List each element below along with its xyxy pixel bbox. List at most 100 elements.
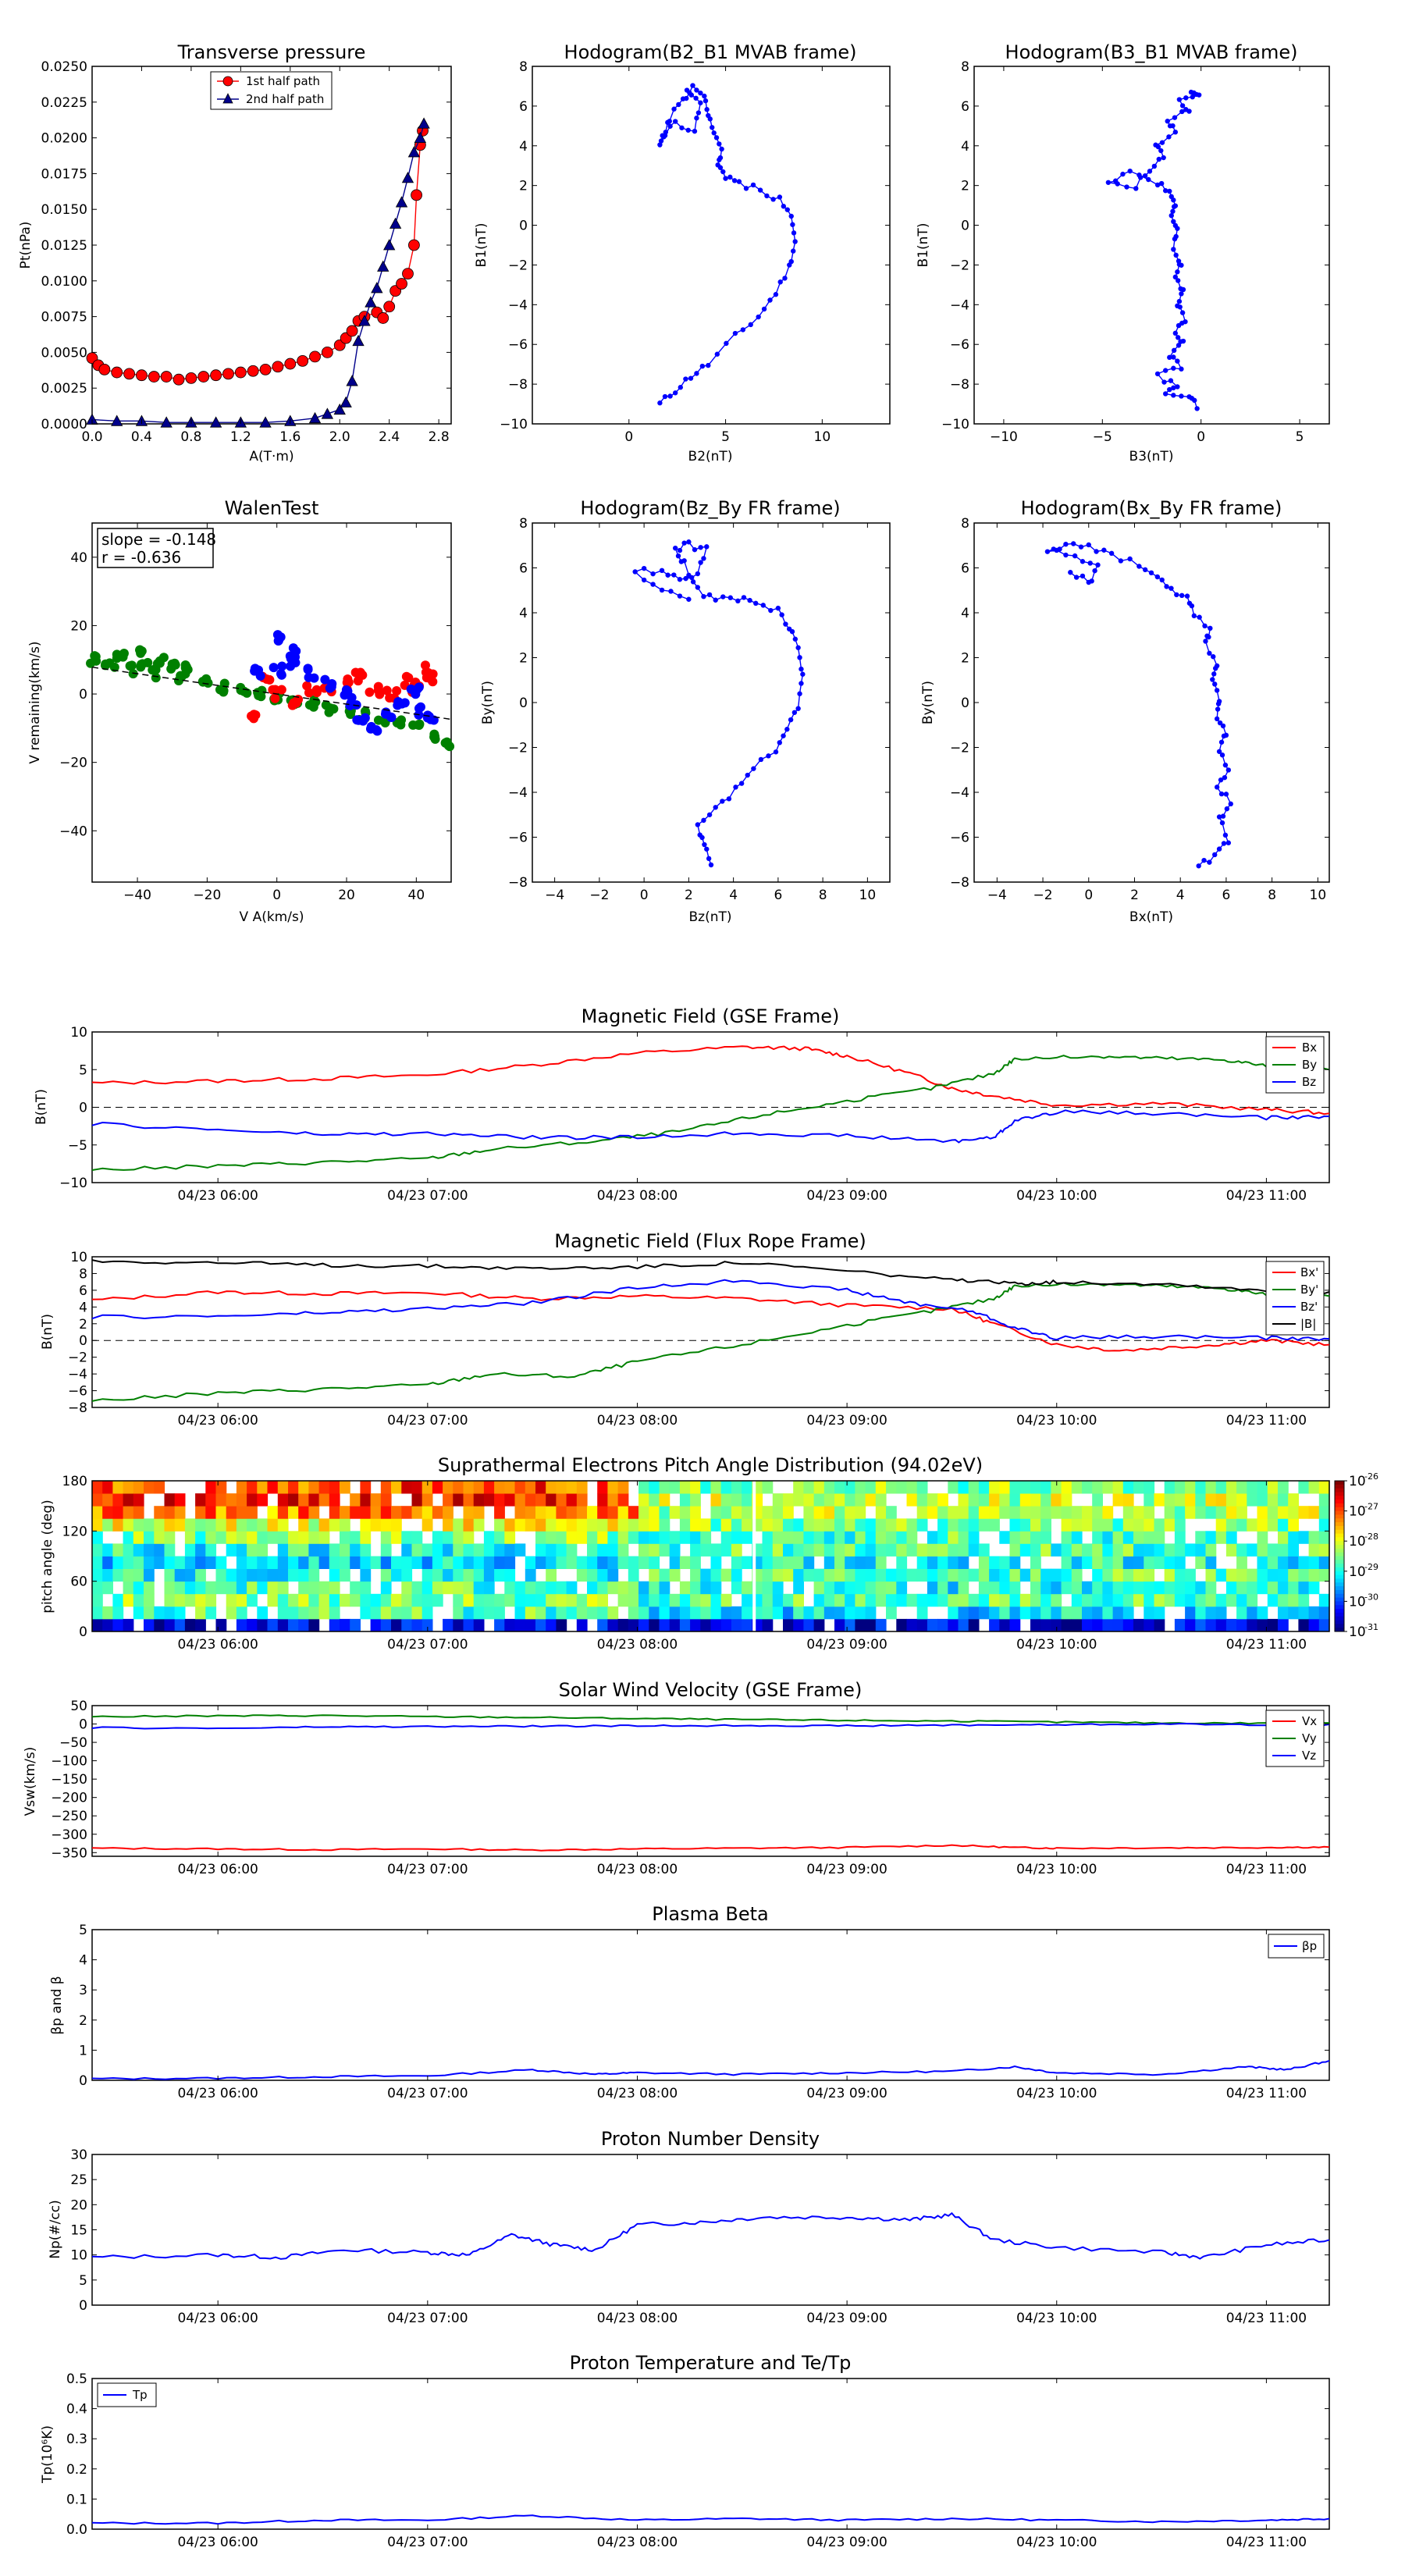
walen-point [320,674,330,685]
heatmap-cell [720,1606,732,1620]
heatmap-cell [999,1493,1011,1507]
x-tick-label: 20 [338,888,355,903]
heatmap-cell [525,1556,536,1569]
heatmap-cell [607,1556,619,1569]
colorbar-step [1335,1533,1344,1538]
heatmap-cell [226,1493,237,1507]
heatmap-cell [638,1618,649,1632]
heatmap-cell [845,1593,855,1607]
heatmap-cell [742,1506,752,1519]
data-point [1212,852,1218,858]
heatmap-cell [1288,1581,1299,1595]
heatmap-cell [205,1531,217,1544]
heatmap-cell [690,1506,701,1519]
heatmap-cell [1154,1556,1165,1569]
heatmap-cell [205,1606,217,1620]
colorbar-tick-exponent: -26 [1364,1471,1378,1482]
heatmap-cell [257,1581,269,1595]
heatmap-cell [391,1606,402,1620]
data-point [662,133,668,138]
heatmap-cell [875,1493,887,1507]
data-point [702,93,707,99]
data-point [695,822,701,827]
heatmap-cell [823,1556,835,1569]
series-line [91,1109,1330,1144]
data-point [1183,107,1189,112]
data-point [1207,859,1212,865]
walen-point [329,704,339,714]
heatmap-cell [360,1606,372,1620]
panel-hodogram-bx-by: Hodogram(Bx_By FR frame) −4 −2 0 2 4 6 8 10−8−6… [920,497,1330,925]
heatmap-cell [1308,1568,1320,1582]
colorbar-step [1335,1609,1344,1614]
heatmap-cell [813,1606,825,1620]
heatmap-cell [504,1531,516,1544]
heatmap-cell [607,1518,619,1532]
data-point [1224,806,1230,812]
heatmap-cell [443,1506,454,1519]
heatmap-cell [92,1543,103,1557]
data-point [1203,639,1208,644]
heatmap-cell [1009,1618,1021,1632]
heatmap-cell [1133,1593,1144,1607]
pressure-point-2nd [418,117,430,129]
heatmap-cell [628,1568,639,1582]
heatmap-cell [813,1506,825,1519]
walen-point [373,685,383,696]
heatmap-cell [411,1531,423,1544]
heatmap-cell [845,1531,855,1544]
heatmap-cell [546,1581,557,1595]
heatmap-cell [783,1493,794,1507]
series-line [91,1279,1330,1341]
data-point [1220,813,1226,819]
heatmap-cell [288,1593,299,1607]
heatmap-cell [978,1556,990,1569]
data-point [799,666,804,672]
heatmap-cell [1030,1581,1041,1595]
hodogram-b3-b1-axes [973,66,1330,425]
series-line [91,1282,1330,1402]
heatmap-cell [823,1481,835,1494]
heatmap-cell [1195,1581,1207,1595]
heatmap-cell [504,1593,516,1607]
heatmap-cell [102,1556,113,1569]
heatmap-cell [978,1606,990,1620]
heatmap-cell [494,1481,505,1494]
heatmap-cell [1144,1581,1155,1595]
x-tick-label: 04/23 07:00 [387,2311,468,2326]
heatmap-cell [937,1531,948,1544]
heatmap-cell [1215,1568,1227,1582]
heatmap-cell [1133,1556,1144,1569]
walen-point [285,651,295,661]
heatmap-cell [1082,1581,1093,1595]
heatmap-cell [1225,1506,1237,1519]
heatmap-cell [102,1518,113,1532]
heatmap-cell [690,1531,701,1544]
heatmap-cell [793,1493,804,1507]
walen-r: r = -0.636 [101,548,181,567]
heatmap-cell [504,1618,516,1632]
data-point [1196,863,1201,869]
x-tick-label: 04/23 09:00 [806,1637,887,1653]
y-tick-label: 0 [79,2298,87,2314]
heatmap-cell [247,1568,258,1582]
heatmap-cell [1009,1568,1021,1582]
heatmap-cell [659,1593,670,1607]
data-point [1164,584,1169,589]
y-tick-label: 5 [79,1062,87,1078]
walen-point [385,693,395,703]
heatmap-cell [473,1556,485,1569]
colorbar-step [1335,1514,1344,1519]
colorbar-step [1335,1567,1344,1572]
heatmap-cell [329,1493,340,1507]
data-point [714,351,720,357]
heatmap-cell [133,1493,144,1507]
heatmap-cell [318,1593,330,1607]
heatmap-cell [267,1506,279,1519]
heatmap-cell [916,1568,928,1582]
heatmap-cell [1102,1543,1114,1557]
panel-hodogram-bz-by: Hodogram(Bz_By FR frame) −4 −2 0 2 4 6 8 10−8−6… [480,497,891,925]
x-tick-label: 1.6 [279,429,301,445]
heatmap-cell [679,1581,691,1595]
